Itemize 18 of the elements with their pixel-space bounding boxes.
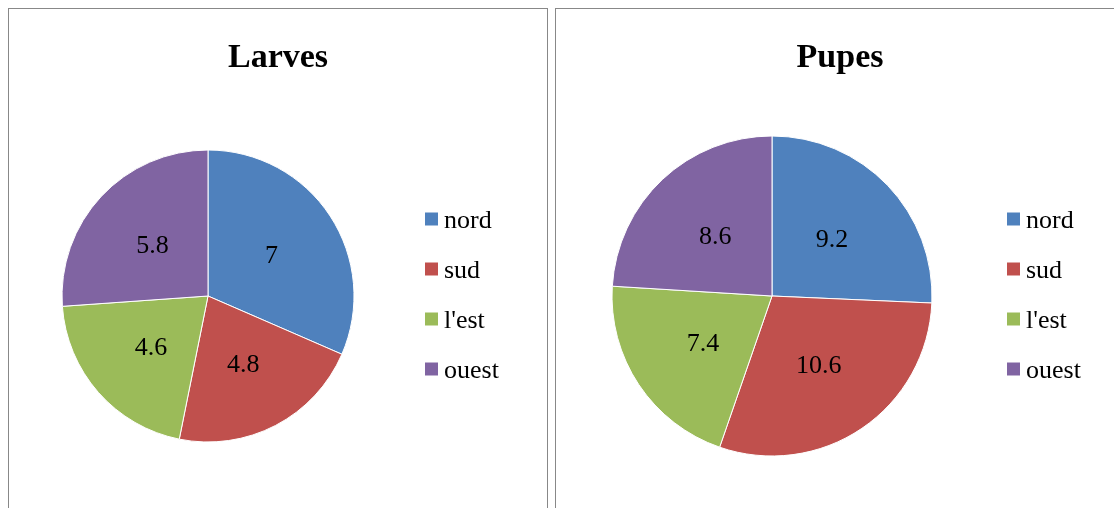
data-label: 10.6 <box>795 350 842 380</box>
data-label: 7.4 <box>686 327 720 357</box>
data-label: 4.6 <box>134 331 168 361</box>
data-label: 4.8 <box>226 348 260 378</box>
data-label: 5.8 <box>136 229 169 259</box>
chart-title: Larves <box>227 36 329 74</box>
data-label: 8.6 <box>698 221 732 251</box>
legend-label: nord <box>1026 204 1074 234</box>
data-label: 9.2 <box>815 224 849 254</box>
legend-label: ouest <box>444 354 500 384</box>
legend-label: sud <box>444 254 481 284</box>
data-label: 7 <box>265 239 279 269</box>
chart-title: Pupes <box>796 36 884 74</box>
legend-label: nord <box>444 204 492 234</box>
legend-label: ouest <box>1026 354 1082 384</box>
legend-label: l'est <box>444 304 486 334</box>
legend-label: l'est <box>1026 304 1068 334</box>
legend-label: sud <box>1026 254 1063 284</box>
